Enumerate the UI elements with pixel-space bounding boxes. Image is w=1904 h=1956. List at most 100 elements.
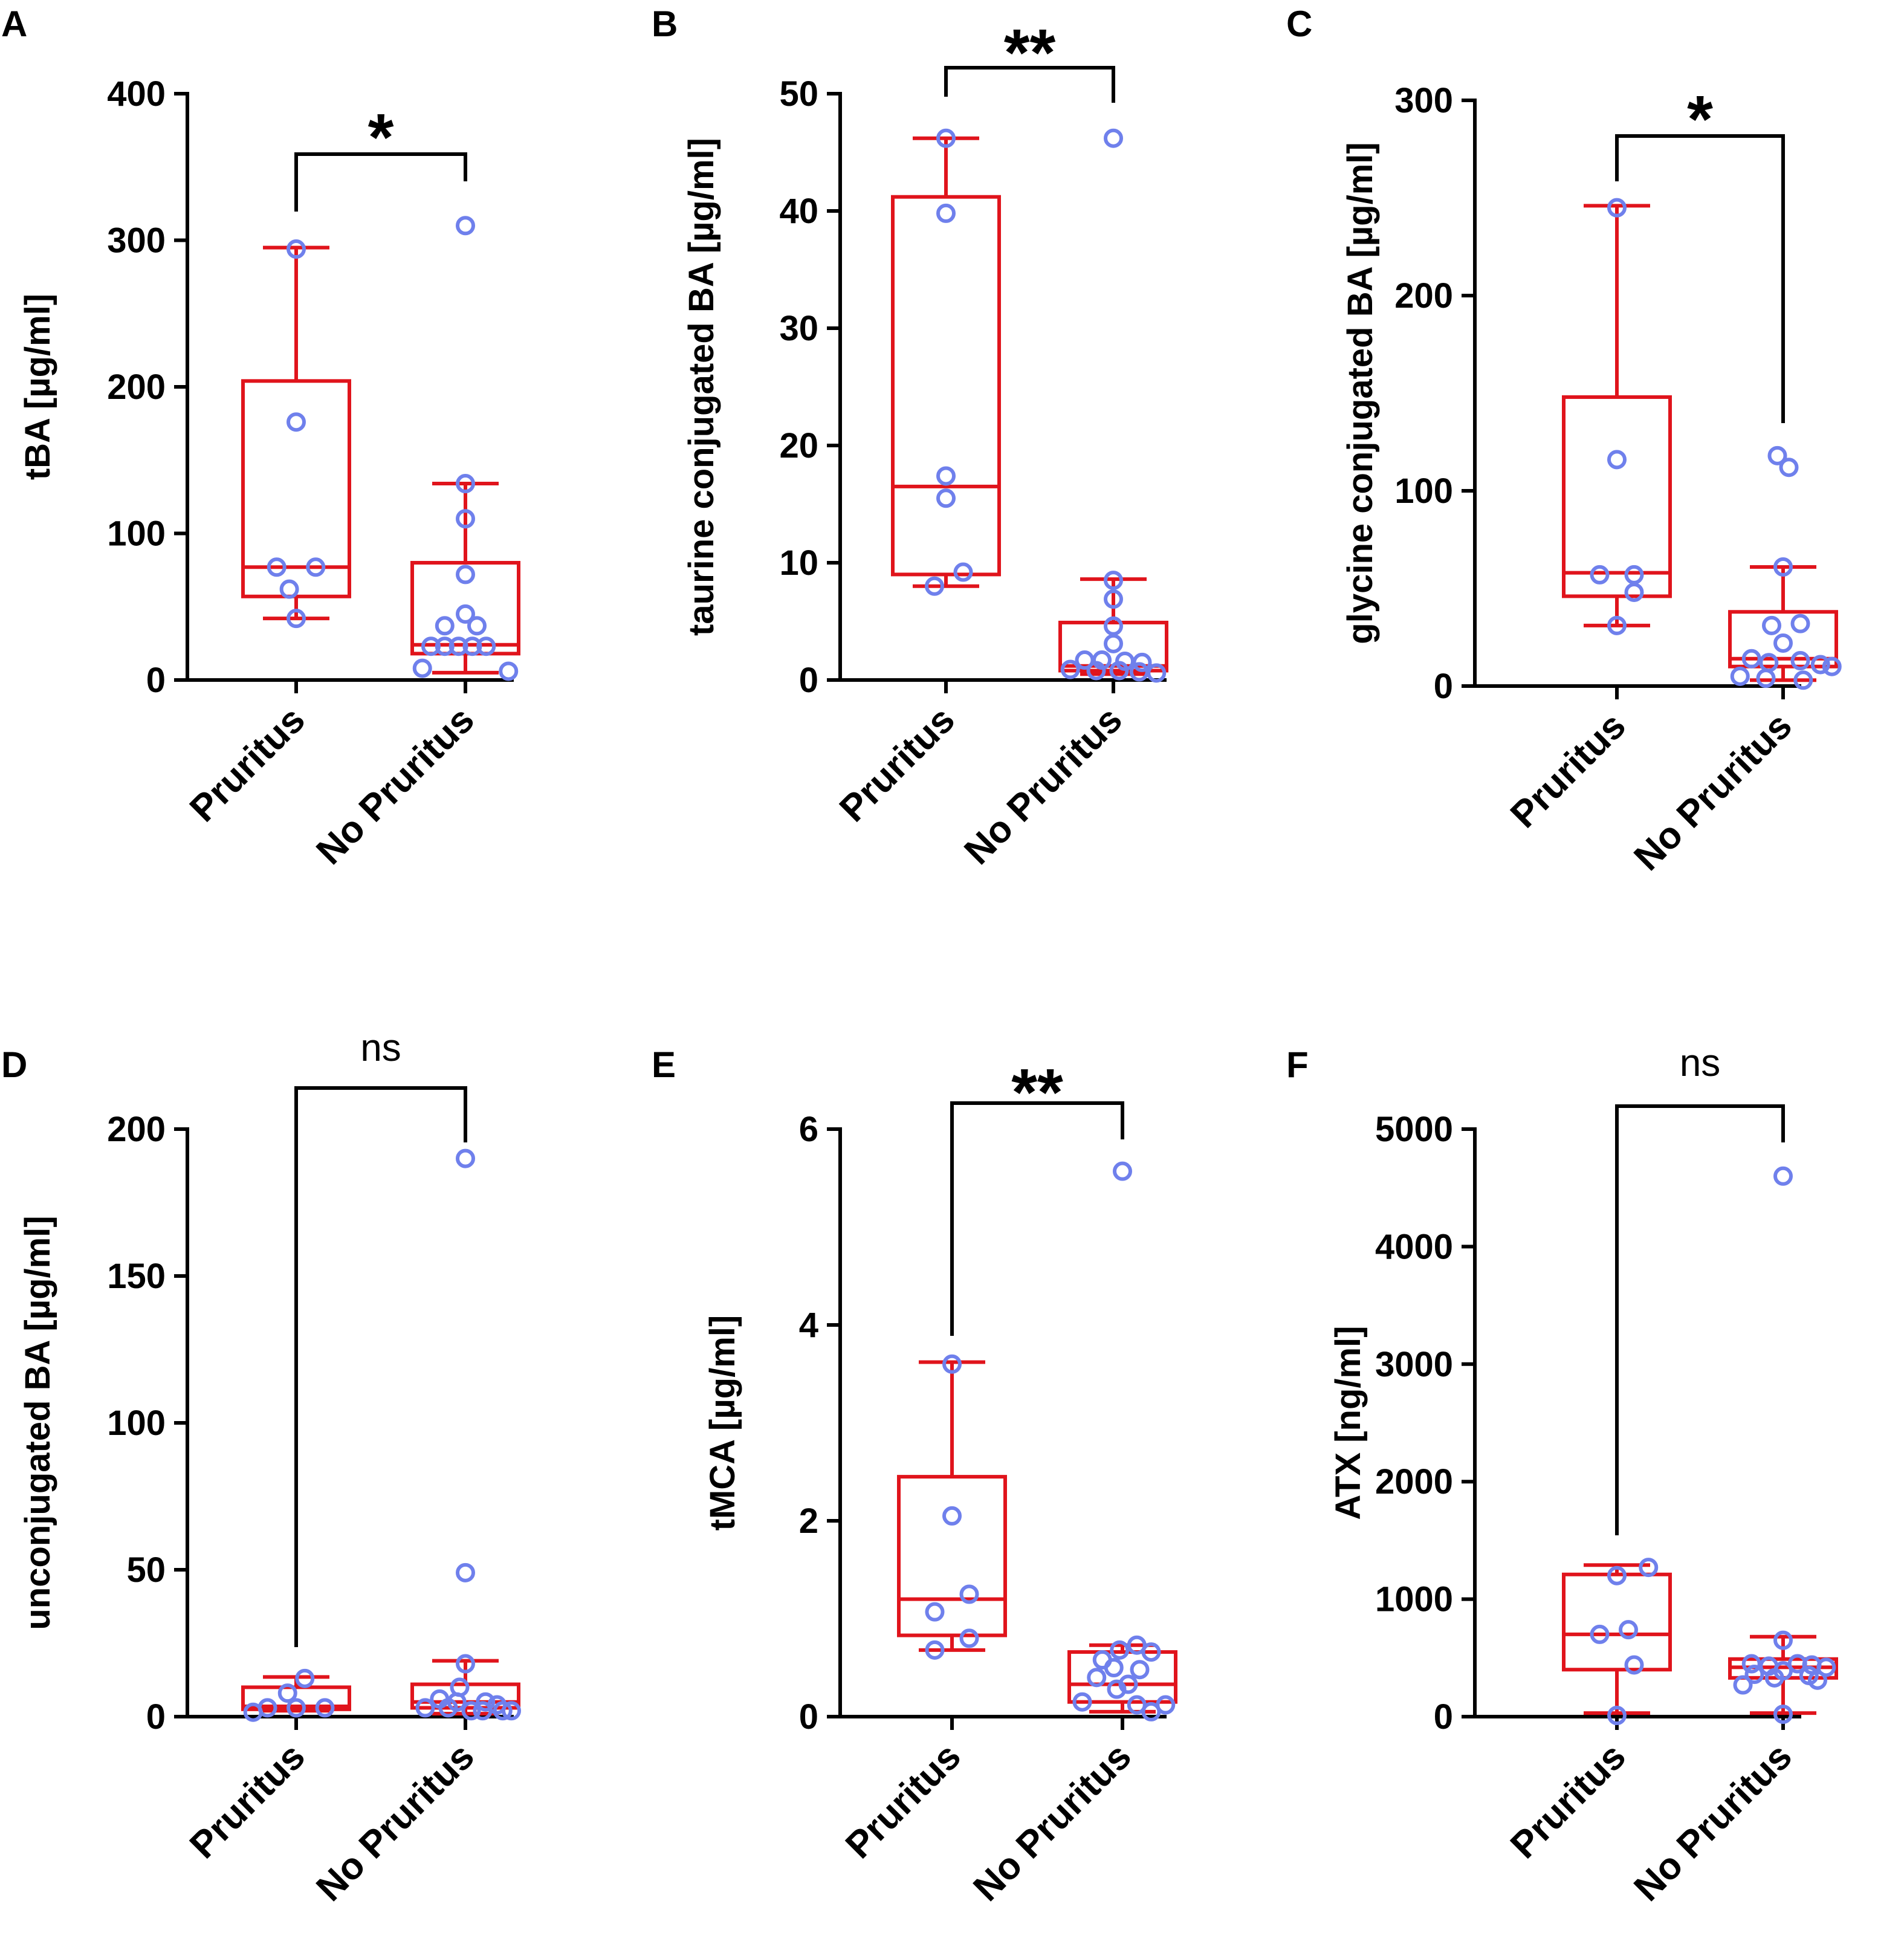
- data-point: [936, 488, 956, 508]
- data-point: [1624, 582, 1644, 602]
- panel-a-category-label: No Pruritus: [308, 699, 482, 873]
- panel-f-significance-label: ns: [1680, 1041, 1721, 1084]
- data-point: [1113, 1161, 1132, 1181]
- box-iqr: [1562, 1572, 1672, 1672]
- panel-b-significance-label: **: [1004, 16, 1056, 90]
- panel-e-y-tick-label: 0: [799, 1697, 818, 1737]
- data-point: [1733, 1675, 1753, 1695]
- data-point: [1060, 659, 1080, 679]
- data-point: [1773, 1166, 1793, 1186]
- data-point: [1764, 1668, 1784, 1688]
- panel-c-y-tick-label: 100: [1394, 471, 1453, 511]
- panel-f: F 0 1000 2000 3000 4000 5000 ATX [ng/ml] Pruritu…: [1286, 1041, 1838, 1909]
- panel-b-y-tick-label: 30: [779, 309, 818, 348]
- panel-b-y-tick-label: 40: [779, 192, 818, 231]
- data-point: [1104, 633, 1123, 653]
- data-point: [1624, 1655, 1644, 1675]
- data-point: [925, 576, 944, 596]
- panel-a-category-label: Pruritus: [182, 699, 313, 830]
- data-point: [1790, 651, 1810, 671]
- data-point: [1104, 128, 1123, 148]
- panel-c: C 0 100 200 300 glycine conjugated BA [µg/ml]…: [1286, 4, 1842, 879]
- data-point: [1590, 565, 1610, 585]
- panel-c-y-tick-label: 0: [1434, 667, 1453, 706]
- panel-b-series-pruritus: [891, 128, 1001, 596]
- panel-e-category-label: No Pruritus: [965, 1735, 1139, 1909]
- panel-e-y-title: tMCA [µg/ml]: [703, 1315, 742, 1531]
- box-iqr: [1067, 1650, 1177, 1704]
- data-point: [1141, 1642, 1161, 1662]
- panel-d-series-pruritus: [241, 1668, 351, 1722]
- data-point: [1639, 1558, 1659, 1578]
- panel-b-y-tick-label: 20: [779, 426, 818, 465]
- panel-f-significance-bracket: [1615, 1104, 1785, 1535]
- data-point: [277, 1683, 297, 1703]
- data-point: [1730, 666, 1750, 686]
- panel-b-y-tick-label: 50: [779, 74, 818, 114]
- panel-a-y-tick-label: 200: [107, 368, 166, 407]
- data-point: [1104, 571, 1123, 591]
- data-point: [1607, 1706, 1627, 1726]
- data-point: [435, 636, 455, 656]
- panel-c-series-pruritus: [1562, 198, 1672, 635]
- data-point: [1607, 1566, 1627, 1585]
- panel-d-category-label: No Pruritus: [308, 1735, 482, 1909]
- data-point: [1147, 663, 1167, 683]
- panel-b-y-title: taurine conjugated BA [µg/ml]: [682, 138, 721, 636]
- box-iqr: [1058, 620, 1168, 673]
- data-point: [435, 616, 455, 636]
- data-point: [936, 466, 956, 486]
- data-point: [456, 474, 475, 494]
- panel-a-y-tick-label: 100: [107, 514, 166, 554]
- panel-a-y-title: tBA [µg/ml]: [18, 294, 57, 480]
- panel-e-series-pruritus: [897, 1354, 1007, 1660]
- box-iqr: [897, 1475, 1007, 1637]
- data-point: [421, 636, 441, 656]
- panel-d-y-tick-label: 150: [107, 1257, 166, 1296]
- box-iqr: [241, 1685, 351, 1711]
- data-point: [287, 412, 306, 432]
- data-point: [1104, 589, 1123, 609]
- panel-c-y-tick-label: 200: [1394, 276, 1453, 316]
- data-point: [287, 1698, 306, 1718]
- panel-c-category-label: No Pruritus: [1626, 705, 1800, 879]
- panel-e-y-tick-label: 4: [799, 1306, 818, 1345]
- box-iqr: [241, 379, 351, 598]
- data-point: [267, 557, 287, 577]
- panel-d-significance-bracket: [294, 1086, 467, 1647]
- panel-b-y-tick-label: 0: [799, 661, 818, 700]
- data-point: [1808, 1670, 1827, 1690]
- data-point: [1773, 1630, 1793, 1650]
- panel-b-significance-bracket: [944, 66, 1115, 103]
- data-point: [499, 661, 519, 681]
- panel-d-significance-label: ns: [360, 1026, 401, 1069]
- panel-f-y-tick-label: 1000: [1375, 1580, 1453, 1619]
- panel-a-significance-bracket: [294, 152, 467, 212]
- panel-c-category-label: Pruritus: [1503, 705, 1634, 836]
- data-point: [1816, 1657, 1836, 1677]
- panel-a-series-pruritus: [241, 239, 351, 629]
- panel-e-y-tick-label: 6: [799, 1110, 818, 1149]
- panel-f-series-pruritus: [1562, 1558, 1672, 1726]
- data-point: [448, 636, 468, 656]
- panel-c-series-no-pruritus: [1728, 445, 1842, 690]
- panel-d-y-tick-label: 200: [107, 1110, 166, 1149]
- data-point: [1741, 649, 1761, 669]
- panel-c-significance-label: *: [1687, 82, 1713, 157]
- panel-a-significance-label: *: [368, 100, 394, 175]
- panel-f-y-tick-label: 4000: [1375, 1227, 1453, 1266]
- data-point: [1790, 614, 1810, 633]
- data-point: [287, 609, 306, 629]
- panel-b-letter: B: [652, 4, 678, 44]
- panel-c-significance-bracket: [1615, 134, 1785, 423]
- data-point: [415, 1698, 435, 1718]
- data-point: [1624, 565, 1644, 585]
- data-point: [1744, 1665, 1764, 1685]
- data-point: [1607, 198, 1627, 218]
- box-iqr: [1728, 610, 1838, 669]
- data-point: [925, 1602, 945, 1622]
- data-point: [942, 1506, 962, 1526]
- panel-d-category-label: Pruritus: [182, 1735, 313, 1867]
- panel-a-y-tick-label: 300: [107, 221, 166, 261]
- data-point: [456, 565, 475, 585]
